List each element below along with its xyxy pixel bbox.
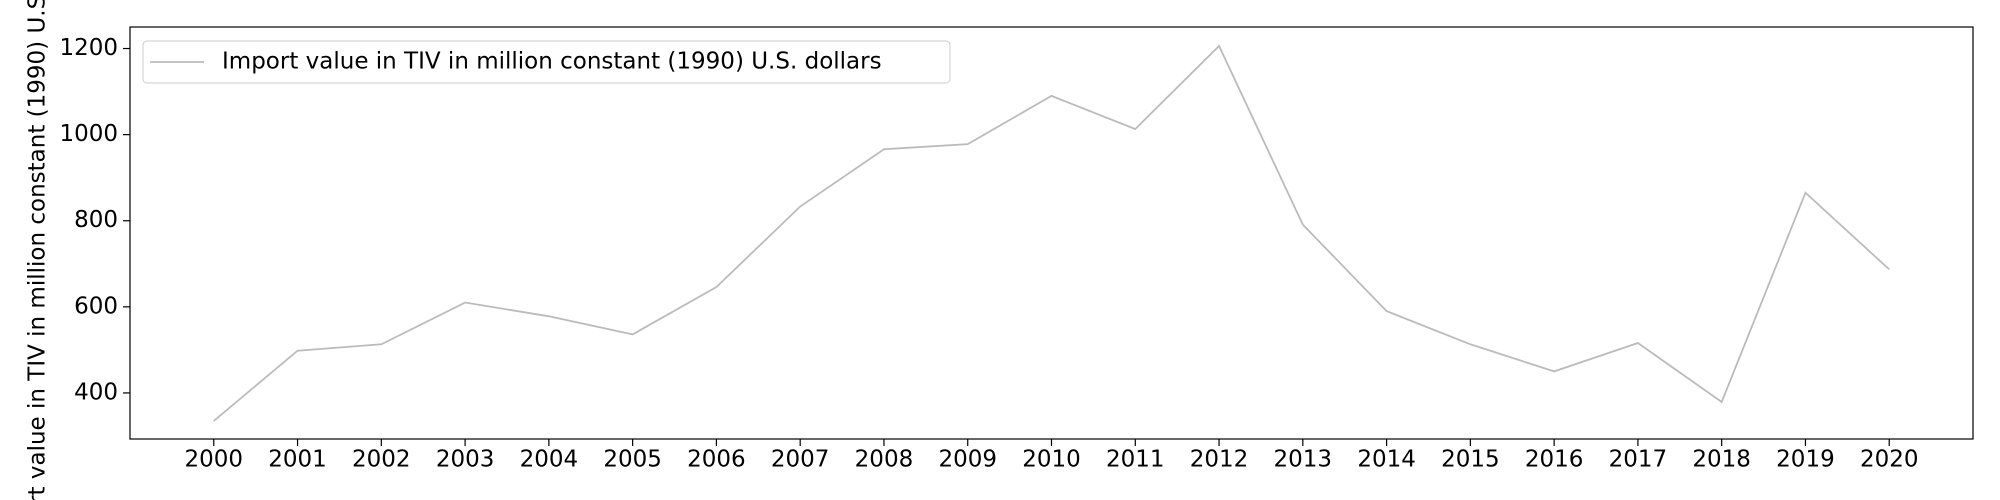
x-tick-label: 2002 xyxy=(352,447,411,473)
x-tick-label: 2007 xyxy=(771,447,830,473)
y-tick-label: 800 xyxy=(74,207,118,233)
x-tick-label: 2001 xyxy=(268,447,327,473)
x-tick-label: 2012 xyxy=(1190,447,1249,473)
x-tick-label: 2014 xyxy=(1357,447,1416,473)
y-tick-label: 1200 xyxy=(59,35,118,61)
x-tick-label: 2008 xyxy=(855,447,914,473)
y-axis-label: Import value in TIV in million constant … xyxy=(25,0,51,500)
y-tick-label: 1000 xyxy=(59,121,118,147)
series-line xyxy=(213,44,1890,422)
x-tick-label: 2003 xyxy=(436,447,495,473)
x-tick-label: 2006 xyxy=(687,447,746,473)
x-tick-label: 2005 xyxy=(603,447,662,473)
x-tick-label: 2004 xyxy=(520,447,579,473)
x-tick-label: 2013 xyxy=(1274,447,1333,473)
legend-label: Import value in TIV in million constant … xyxy=(222,49,882,75)
x-tick-label: 2020 xyxy=(1860,447,1919,473)
x-tick-label: 2011 xyxy=(1106,447,1165,473)
x-tick-label: 2019 xyxy=(1776,447,1835,473)
x-tick-label: 2010 xyxy=(1022,447,1081,473)
x-tick-label: 2018 xyxy=(1692,447,1751,473)
x-tick-label: 2017 xyxy=(1609,447,1668,473)
x-tick-label: 2015 xyxy=(1441,447,1500,473)
legend-box xyxy=(142,40,951,84)
x-tick-label: 2009 xyxy=(938,447,997,473)
x-tick-label: 2016 xyxy=(1525,447,1584,473)
y-tick-label: 400 xyxy=(74,379,118,405)
x-tick-label: 2000 xyxy=(184,447,243,473)
plot-frame xyxy=(129,26,1974,440)
y-tick-label: 600 xyxy=(74,293,118,319)
